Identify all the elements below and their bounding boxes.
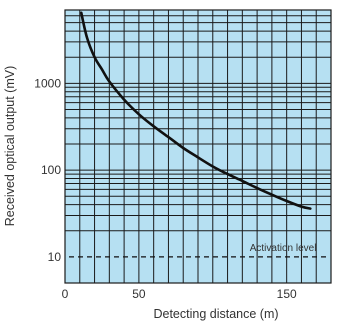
x-axis-label: Detecting distance (m) — [153, 307, 278, 321]
x-tick-label: 50 — [132, 287, 146, 301]
activation-level-label: Activation level — [250, 243, 317, 254]
y-axis-label: Received optical output (mV) — [3, 66, 17, 227]
y-tick-labels: 10 100 1000 — [34, 76, 61, 264]
y-tick-label: 10 — [48, 250, 62, 264]
series-line — [80, 11, 312, 210]
x-tick-labels: 0 50 150 — [62, 287, 297, 301]
x-tick-label: 150 — [277, 287, 297, 301]
y-tick-label: 1000 — [34, 76, 61, 90]
x-tick-label: 0 — [62, 287, 69, 301]
plot-frame — [64, 9, 332, 284]
y-tick-label: 100 — [41, 163, 61, 177]
